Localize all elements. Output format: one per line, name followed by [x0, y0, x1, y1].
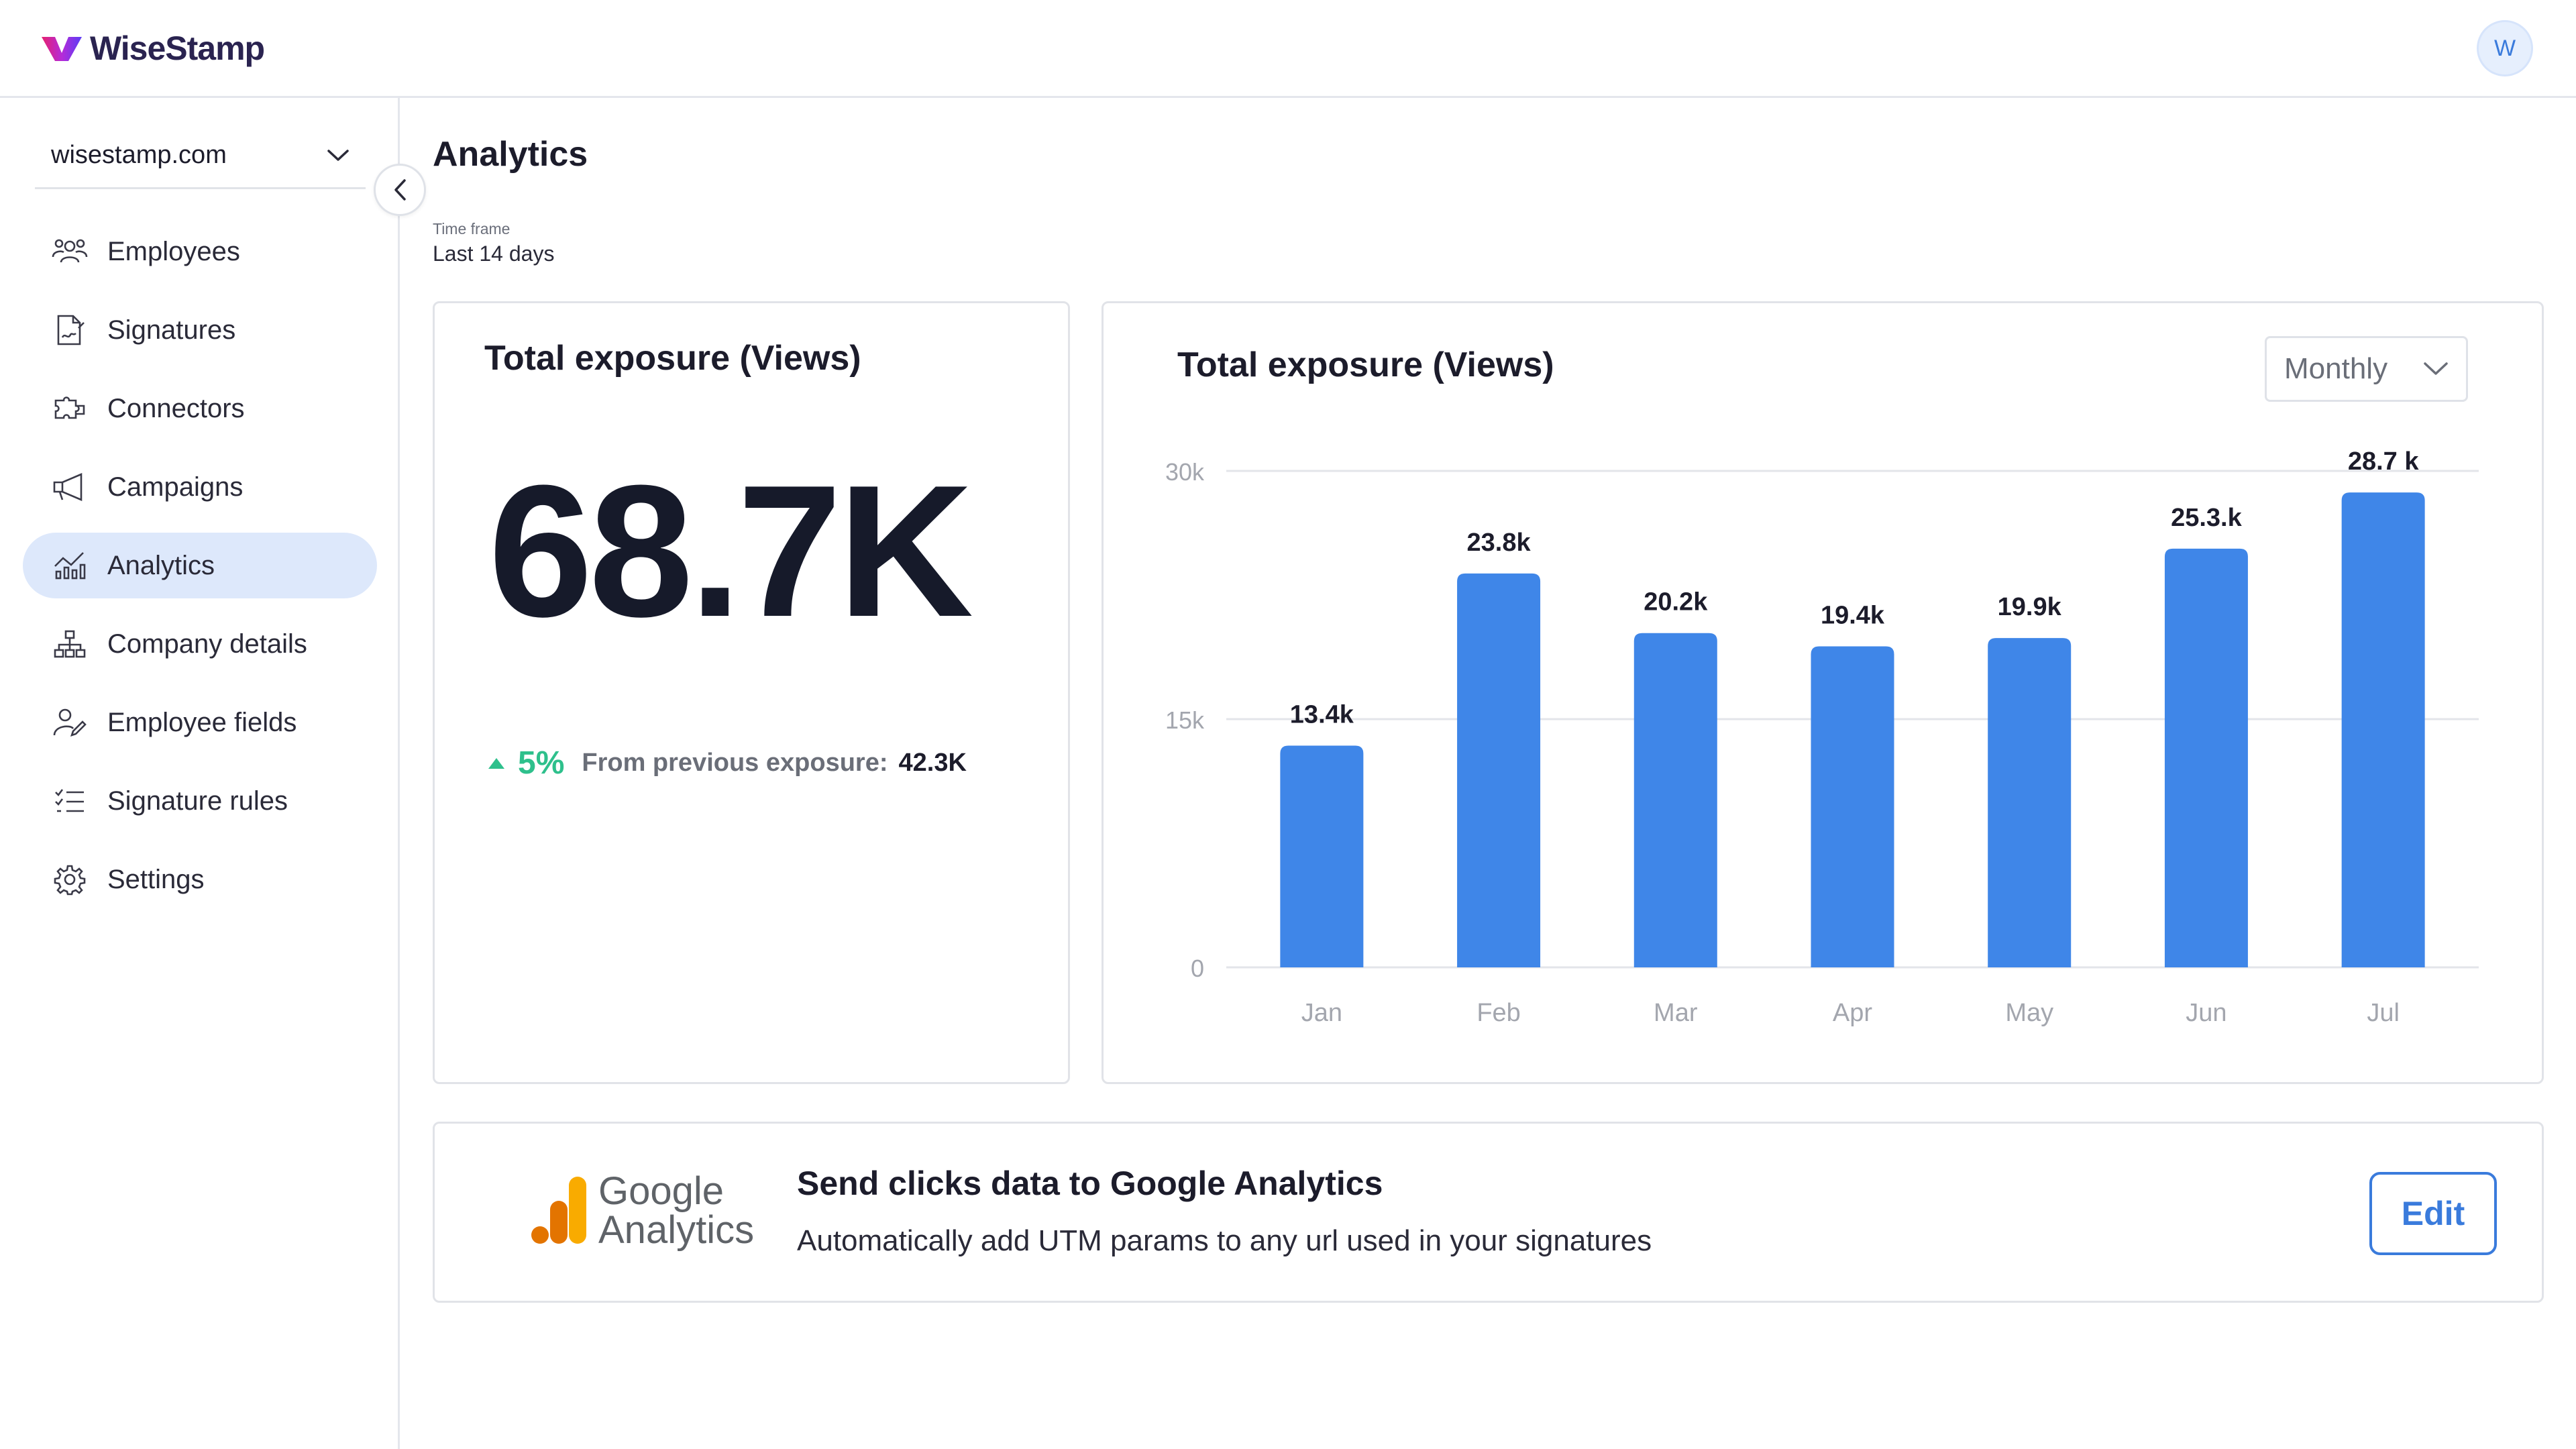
wisestamp-logo-mark	[42, 37, 82, 61]
sidebar-item-employees[interactable]: Employees	[23, 219, 377, 284]
chart-card-title: Total exposure (Views)	[1177, 345, 1554, 384]
chart-card: Total exposure (Views) Monthly 0 15k 30k 13…	[1102, 301, 2544, 1084]
x-tick-label: Feb	[1477, 999, 1520, 1027]
previous-value: 42.3K	[898, 749, 967, 777]
wisestamp-logo[interactable]: WiseStamp	[40, 27, 265, 70]
bar-data-label: 13.4k	[1290, 700, 1354, 729]
x-tick-label: Apr	[1833, 999, 1872, 1027]
org-chart-icon	[51, 625, 89, 663]
x-tick-label: Jun	[2186, 999, 2226, 1027]
bar-data-label: 23.8k	[1467, 529, 1532, 557]
sidebar-item-label: Signatures	[107, 315, 236, 345]
delta-row: 5% From previous exposure: 42.3K	[488, 745, 967, 782]
rules-list-icon	[51, 782, 89, 820]
edit-button[interactable]: Edit	[2369, 1172, 2497, 1255]
signature-icon	[51, 311, 89, 349]
timeframe-value[interactable]: Last 14 days	[433, 241, 555, 266]
bar	[1457, 573, 1541, 967]
ga-card-description: Automatically add UTM params to any url …	[797, 1224, 1652, 1257]
sidebar-item-label: Settings	[107, 864, 205, 894]
sidebar-nav: Employees Signatures Connectors	[23, 219, 377, 925]
summary-card-title: Total exposure (Views)	[484, 339, 861, 378]
sidebar-item-label: Campaigns	[107, 472, 244, 502]
sidebar: wisestamp.com Employees Signat	[0, 98, 400, 1449]
y-tick-label: 15k	[1165, 706, 1205, 734]
collapse-sidebar-button[interactable]	[374, 164, 426, 216]
bar	[2341, 492, 2425, 967]
bar	[1988, 638, 2072, 967]
brand-name: WiseStamp	[90, 30, 265, 67]
user-avatar[interactable]: W	[2477, 20, 2533, 76]
timeframe-label: Time frame	[433, 220, 511, 237]
y-tick-label: 30k	[1165, 458, 1205, 486]
sidebar-item-label: Employee fields	[107, 707, 297, 737]
puzzle-icon	[51, 390, 89, 427]
x-tick-label: Jul	[2367, 999, 2400, 1027]
sidebar-item-signatures[interactable]: Signatures	[23, 297, 377, 363]
domain-selector-value: wisestamp.com	[51, 141, 227, 169]
google-analytics-icon	[531, 1177, 586, 1244]
bar-data-label: 19.4k	[1821, 601, 1885, 629]
chevron-down-icon	[2424, 362, 2448, 375]
bar-data-label: 25.3.k	[2171, 504, 2243, 532]
bar	[2164, 548, 2248, 967]
period-select-value: Monthly	[2284, 352, 2388, 385]
ga-card-title: Send clicks data to Google Analytics	[797, 1165, 1383, 1202]
x-tick-label: Jan	[1301, 999, 1342, 1027]
avatar-initial: W	[2493, 35, 2516, 61]
bar	[1811, 646, 1894, 967]
delta-percent: 5%	[518, 745, 565, 781]
user-edit-icon	[51, 704, 89, 741]
analytics-icon	[51, 547, 89, 584]
sidebar-item-settings[interactable]: Settings	[23, 847, 377, 912]
delta-label: From previous exposure:	[582, 749, 888, 777]
ga-logo-line2: Analytics	[598, 1208, 755, 1252]
megaphone-icon	[51, 468, 89, 506]
summary-card: Total exposure (Views) 68.7K 5% From pre…	[433, 301, 1070, 1084]
arrow-up-icon	[488, 757, 504, 769]
sidebar-item-label: Signature rules	[107, 786, 288, 816]
bar-chart: 0 15k 30k 13.4k Jan 23.8k Feb 20.2k Mar 19.4k Apr 1…	[1165, 447, 2479, 1027]
sidebar-item-connectors[interactable]: Connectors	[23, 376, 377, 441]
sidebar-item-signature-rules[interactable]: Signature rules	[23, 768, 377, 834]
sidebar-item-campaigns[interactable]: Campaigns	[23, 454, 377, 520]
sidebar-item-analytics[interactable]: Analytics	[23, 533, 377, 598]
top-bar: WiseStamp W	[0, 0, 2576, 98]
x-tick-label: Mar	[1654, 999, 1698, 1027]
page-title: Analytics	[433, 135, 588, 174]
x-tick-label: May	[2005, 999, 2053, 1027]
total-views-value: 68.7K	[488, 447, 973, 656]
period-select[interactable]: Monthly	[2265, 336, 2468, 402]
bar-data-label: 28.7 k	[2348, 447, 2420, 476]
y-tick-label: 0	[1191, 955, 1204, 982]
users-icon	[51, 233, 89, 270]
sidebar-item-label: Connectors	[107, 393, 245, 423]
bar-data-label: 20.2k	[1644, 588, 1708, 616]
sidebar-item-label: Analytics	[107, 550, 215, 580]
sidebar-item-label: Company details	[107, 629, 307, 659]
bar	[1633, 633, 1717, 967]
gear-icon	[51, 861, 89, 898]
sidebar-item-employee-fields[interactable]: Employee fields	[23, 690, 377, 755]
google-analytics-card: Google Analytics Send clicks data to Goo…	[433, 1122, 2544, 1303]
chevron-down-icon	[327, 149, 349, 161]
bar	[1280, 745, 1364, 967]
sidebar-item-company-details[interactable]: Company details	[23, 611, 377, 677]
bar-data-label: 19.9k	[1998, 593, 2062, 621]
google-analytics-logo: Google Analytics	[529, 1172, 754, 1250]
chevron-left-icon	[394, 179, 406, 201]
ga-logo-line1: Google	[598, 1169, 724, 1213]
domain-selector[interactable]: wisestamp.com	[35, 123, 366, 189]
sidebar-item-label: Employees	[107, 236, 240, 266]
